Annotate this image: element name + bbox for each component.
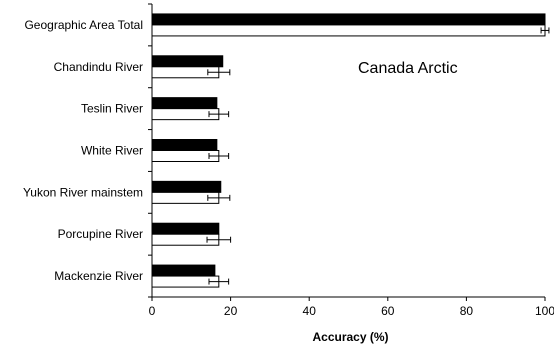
annotation-label: Canada Arctic <box>358 60 458 77</box>
bar-filled <box>151 222 220 235</box>
category-label: Mackenzie River <box>54 269 143 283</box>
category-label: Yukon River mainstem <box>23 185 143 199</box>
bar-filled <box>151 139 218 151</box>
error-bars-layer <box>206 27 550 285</box>
x-tick-label: 60 <box>381 304 395 318</box>
bar-filled <box>151 264 216 277</box>
x-tick-label: 100 <box>535 304 554 318</box>
y-ticks-layer <box>148 3 152 298</box>
x-tick-label: 40 <box>303 304 317 318</box>
x-tick-label: 80 <box>460 304 474 318</box>
category-label: Geographic Area Total <box>24 18 143 32</box>
category-label: White River <box>81 144 143 158</box>
bar-filled <box>151 180 222 193</box>
category-label: Teslin River <box>81 102 143 116</box>
bar-open <box>151 24 546 37</box>
x-ticks-layer: 0 20 40 60 80 100 <box>149 297 554 318</box>
category-label: Chandindu River <box>54 60 143 74</box>
bar-filled <box>151 13 546 26</box>
x-tick-label: 0 <box>149 304 156 318</box>
bars-layer <box>151 13 546 288</box>
category-labels-layer: Geographic Area Total Chandindu River Tesl… <box>23 18 143 283</box>
bar-filled <box>151 97 218 110</box>
x-tick-label: 20 <box>224 304 238 318</box>
category-label: Porcupine River <box>58 227 143 241</box>
bar-filled <box>151 55 224 68</box>
x-axis-title: Accuracy (%) <box>312 330 388 344</box>
